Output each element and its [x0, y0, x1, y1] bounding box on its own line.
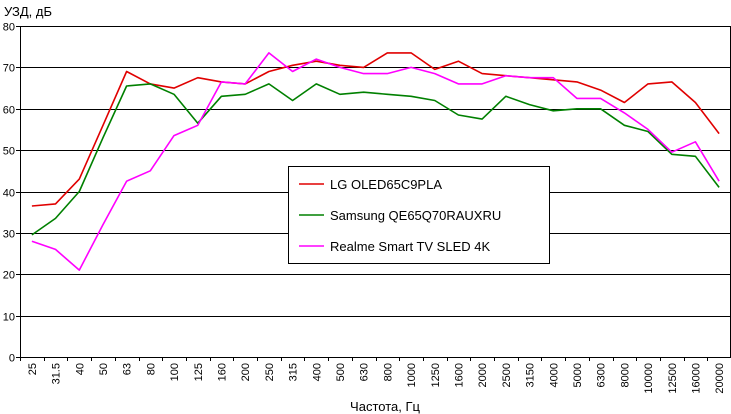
- x-tick-label: 6300: [596, 363, 608, 387]
- y-tick-label: 50: [3, 146, 15, 158]
- x-tick-label: 1250: [430, 363, 442, 387]
- y-tick-label: 10: [3, 312, 15, 324]
- x-tick-label: 5000: [572, 363, 584, 387]
- legend-label-samsung: Samsung QE65Q70RAUXRU: [330, 208, 501, 223]
- x-tick-label: 8000: [619, 363, 631, 387]
- y-axis-ticks: 0 10 20 30 40 50 60 70 80: [3, 22, 20, 365]
- x-tick-label: 500: [335, 363, 347, 381]
- x-tick-label: 250: [264, 363, 276, 381]
- series-line-0: [31, 52, 720, 207]
- x-tick-label: 25: [27, 363, 39, 375]
- x-tick-label: 160: [216, 363, 228, 381]
- legend: LG OLED65C9PLA Samsung QE65Q70RAUXRU Rea…: [288, 166, 550, 264]
- x-tick-label: 2500: [501, 363, 513, 387]
- x-axis-title: Частота, Гц: [350, 399, 420, 414]
- legend-label-realme: Realme Smart TV SLED 4K: [330, 239, 490, 254]
- x-axis-ticks: 25 31.5 40 50 63 80 100 125 160 200 250 315 400 500 63…: [20, 357, 726, 394]
- x-tick-label: 50: [98, 363, 110, 375]
- x-tick-label: 4000: [548, 363, 560, 387]
- x-tick-label: 800: [382, 363, 394, 381]
- series-line-2: [31, 52, 720, 271]
- x-tick-label: 100: [169, 363, 181, 381]
- y-tick-label: 40: [3, 188, 15, 200]
- x-tick-label: 63: [122, 363, 134, 375]
- x-tick-label: 31.5: [51, 363, 63, 384]
- y-tick-label: 30: [3, 229, 15, 241]
- x-tick-label: 1600: [453, 363, 465, 387]
- x-tick-label: 3150: [525, 363, 537, 387]
- legend-box: [288, 166, 550, 264]
- x-tick-label: 40: [74, 363, 86, 375]
- x-tick-label: 20000: [714, 363, 726, 394]
- x-tick-label: 1000: [406, 363, 418, 387]
- series-layer: [31, 52, 720, 271]
- y-tick-label: 80: [3, 22, 15, 34]
- y-tick-label: 20: [3, 270, 15, 282]
- x-tick-label: 400: [311, 363, 323, 381]
- x-tick-label: 12500: [667, 363, 679, 394]
- x-tick-label: 16000: [690, 363, 702, 394]
- x-tick-label: 80: [145, 363, 157, 375]
- x-tick-label: 2000: [477, 363, 489, 387]
- y-tick-label: 60: [3, 105, 15, 117]
- series-line-1: [31, 83, 720, 236]
- y-tick-label: 0: [9, 353, 15, 365]
- legend-label-lg: LG OLED65C9PLA: [330, 177, 442, 192]
- x-tick-label: 10000: [643, 363, 655, 394]
- y-tick-label: 70: [3, 63, 15, 75]
- x-tick-label: 200: [240, 363, 252, 381]
- y-axis-title: УЗД, дБ: [4, 4, 52, 19]
- x-tick-label: 630: [359, 363, 371, 381]
- x-tick-label: 125: [193, 363, 205, 381]
- x-tick-label: 315: [288, 363, 300, 381]
